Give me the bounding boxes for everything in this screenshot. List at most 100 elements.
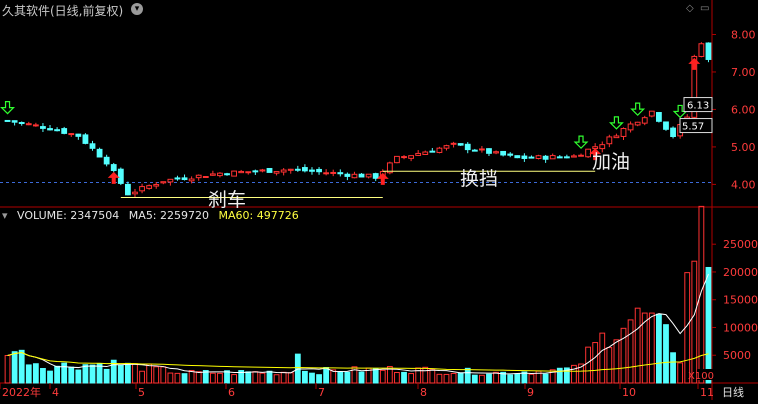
candle-body (202, 176, 209, 179)
chart-header: 久其软件(日线,前复权) ▾ ◇ ▭ (0, 0, 720, 20)
volume-bar (627, 319, 634, 384)
price-tag-low-box (679, 118, 713, 134)
sell-signal-arrow-icon (573, 135, 589, 149)
volume-bar (641, 312, 648, 384)
candle-body (415, 152, 422, 156)
volume-bar (620, 327, 627, 384)
candle-body (386, 162, 393, 174)
volume-bar (245, 371, 252, 384)
volume-bar (54, 365, 61, 384)
volume-tick-label: 20000 (723, 266, 758, 279)
candle-body (302, 167, 308, 172)
candle-body (542, 155, 549, 160)
candle-body (82, 134, 89, 144)
sell-signal-arrow-icon (0, 101, 15, 115)
volume-bar (401, 371, 407, 384)
volume-bar (238, 370, 245, 384)
candle-body (394, 155, 400, 164)
candle-body (606, 136, 613, 145)
volume-bar (656, 313, 662, 384)
volume-bar (648, 312, 655, 384)
candle-body (528, 156, 535, 159)
candle-body (280, 169, 287, 173)
candle-body (25, 123, 32, 126)
volume-bar (75, 369, 82, 384)
candle-body (401, 156, 407, 159)
candle-body (266, 167, 273, 173)
volume-bar (330, 369, 337, 384)
volume-bar (599, 332, 606, 384)
volume-bar (195, 371, 202, 384)
volume-bar (606, 347, 613, 384)
candle-body (294, 168, 301, 171)
candle-body (535, 155, 542, 159)
candle-body (238, 170, 245, 174)
candle-body (4, 119, 11, 122)
volume-ma60-line (7, 351, 709, 372)
volume-bar (556, 367, 563, 384)
diamond-icon[interactable]: ◇ (686, 3, 694, 14)
volume-bar (500, 371, 507, 384)
candle-body (656, 112, 662, 122)
volume-bar (302, 370, 308, 384)
volume-bar (103, 368, 110, 384)
volume-bar (316, 374, 322, 384)
window-restore-icon[interactable]: ▭ (700, 3, 710, 14)
candle-body (585, 148, 592, 158)
candle-body (691, 55, 698, 118)
volume-bar (528, 373, 535, 384)
volume-bar (571, 364, 577, 384)
volume-bar (358, 371, 365, 384)
volume-bar (578, 363, 584, 384)
volume-bar (351, 366, 358, 384)
price-tag-high-box (683, 97, 713, 113)
candle-body (351, 173, 358, 179)
ma5-value: MA5: 2259720 (128, 209, 210, 222)
candle-body (549, 155, 556, 160)
price-tick-label: 4.00 (731, 178, 756, 191)
price-tag-high-text: 6.13 (687, 101, 709, 112)
candle-body (443, 145, 450, 149)
candle-body (634, 121, 641, 126)
annotation-accelerate: 加油 (592, 151, 630, 173)
volume-bar (549, 369, 556, 384)
volume-bar (450, 372, 457, 384)
volume-bar (266, 370, 273, 384)
volume-bar (493, 371, 499, 384)
volume-bar (188, 369, 195, 384)
volume-tick-label: 5000 (723, 349, 751, 362)
candle-body (174, 177, 181, 180)
volume-bar (663, 324, 669, 384)
volume-menu-icon[interactable]: ▾ (2, 209, 8, 222)
annotation-shift: 换挡 (460, 168, 498, 190)
candle-body (486, 148, 492, 154)
candle-body (89, 143, 96, 149)
volume-bar (167, 372, 174, 384)
candle-body (273, 171, 280, 174)
volume-bar (68, 366, 75, 384)
volume-ma5-line (7, 273, 709, 375)
volume-bar (691, 260, 698, 384)
period-label: 日线 (722, 385, 744, 399)
sell-signal-arrow-icon (630, 102, 646, 116)
price-tag-high: 6.13 (683, 97, 713, 113)
buy-signal-arrow-icon (688, 57, 701, 70)
candle-body (479, 148, 485, 151)
volume-bar (486, 373, 492, 384)
volume-bar (280, 371, 287, 384)
candle-body (323, 172, 330, 175)
candle-body (259, 169, 266, 172)
indicator-settings-icon[interactable]: ▾ (131, 3, 143, 15)
candle-body (103, 156, 110, 165)
candle-body (209, 173, 216, 176)
buy-signal-arrow-icon (376, 172, 389, 185)
x-tick-label: 10 (622, 386, 636, 399)
volume-bar (153, 366, 160, 384)
candle-body (110, 164, 117, 171)
volume-bar (174, 372, 181, 384)
candle-body (181, 177, 188, 181)
volume-bar (61, 362, 68, 384)
volume-bar (40, 368, 46, 384)
candle-body (556, 156, 563, 159)
